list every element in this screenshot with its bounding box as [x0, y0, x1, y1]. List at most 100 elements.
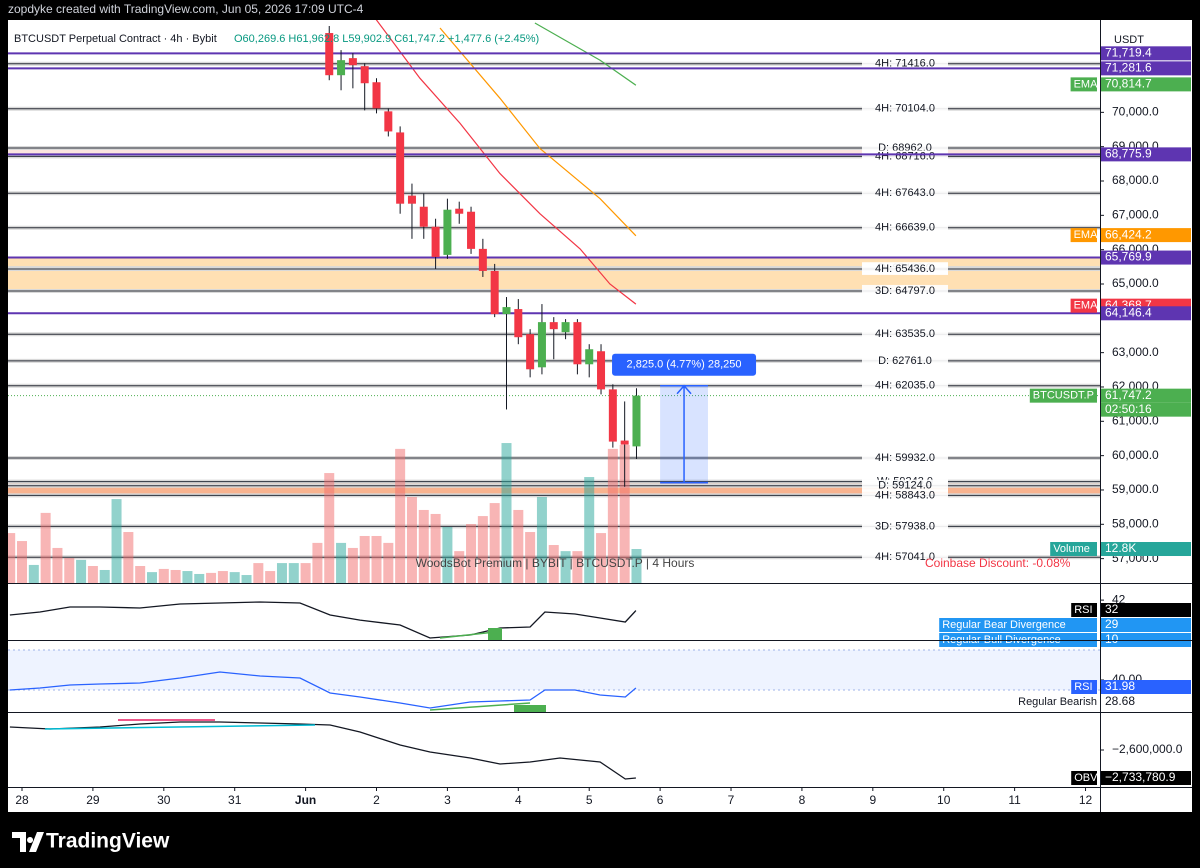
volume-bar — [619, 444, 630, 583]
candle-body — [337, 60, 346, 76]
level-label-box — [862, 354, 948, 367]
price-badge-sub-label: 02:50:16 — [1105, 402, 1152, 416]
y-tick-label: 65,000.0 — [1112, 276, 1159, 290]
price-badge-tag — [1050, 542, 1097, 557]
level-label: 4H: 68716.0 — [875, 150, 935, 162]
level-label: 4H: 65436.0 — [875, 263, 935, 275]
y-tick-label: 58,000.0 — [1112, 516, 1159, 530]
volume-bar — [76, 559, 87, 583]
level-label-box — [862, 221, 948, 234]
candle-body — [360, 66, 369, 84]
divergence-line — [439, 631, 496, 639]
candle-body — [597, 351, 606, 390]
candle-body — [419, 206, 428, 227]
chart-title: BTCUSDT Perpetual Contract · 4h · Bybit — [14, 33, 217, 45]
indicator-note-label: 28.68 — [1105, 694, 1135, 708]
indicator-badge-tag-label: Regular Bull Divergence — [942, 634, 1061, 646]
indicator-badge-label: 31.98 — [1105, 679, 1135, 693]
y-tick-label: 42 — [1112, 592, 1126, 606]
rsi-band — [8, 650, 1100, 690]
volume-bar — [454, 551, 465, 583]
x-tick-label: 12 — [1079, 793, 1093, 807]
y-tick-label: 68,000.0 — [1112, 173, 1159, 187]
level-label: 4H: 62035.0 — [875, 380, 935, 392]
candle-body — [514, 309, 523, 338]
price-badge-tag — [1029, 388, 1097, 403]
volume-bar — [288, 563, 299, 583]
candle-body — [467, 211, 476, 249]
price-badge-label: 61,747.2 — [1105, 388, 1152, 402]
level-label: 4H: 71416.0 — [875, 58, 935, 70]
level-label: D: 59124.0 — [878, 480, 932, 492]
level-label: 4H: 66639.0 — [875, 222, 935, 234]
x-tick-label: 11 — [1008, 793, 1021, 807]
indicator-badge-tag — [1071, 770, 1097, 785]
x-tick-label: 4 — [515, 793, 522, 807]
price-badge-tag-label: EMA — [1074, 229, 1099, 241]
divergence-tag — [514, 705, 546, 712]
currency: USDT — [1114, 34, 1144, 46]
candle-body — [455, 208, 464, 214]
price-badge-tag-label: EMA — [1074, 78, 1099, 90]
volume-bar — [217, 571, 228, 583]
candle-body — [348, 58, 357, 66]
volume-bar — [572, 551, 583, 583]
y-tick-label: 63,000.0 — [1112, 345, 1159, 359]
indicator-badge-tag-label: RSI — [1074, 604, 1092, 616]
volume-bar — [206, 572, 217, 583]
volume-bar — [182, 571, 193, 583]
volume-bar — [442, 526, 453, 583]
volume-bar — [265, 571, 276, 583]
x-tick-label: 31 — [228, 793, 242, 807]
candle-body — [443, 209, 452, 255]
volume-bar — [40, 512, 51, 583]
price-badge-tag-label: EMA — [1074, 300, 1099, 312]
x-tick-label: 30 — [157, 793, 171, 807]
measure-label-box — [612, 353, 757, 376]
volume-bar — [135, 566, 146, 583]
indicator-pane — [9, 719, 636, 780]
candle-body — [573, 322, 582, 365]
price-badge-tag-label: BTCUSDT.P — [1033, 390, 1094, 402]
level-label-box — [862, 284, 948, 297]
price-badge-sub — [1101, 402, 1191, 417]
level-label: D: 62761.0 — [878, 355, 932, 367]
volume-bar — [347, 547, 358, 583]
indicator-badge — [1101, 603, 1191, 617]
price-badge-label: 64,146.4 — [1105, 305, 1152, 319]
candle-body — [585, 349, 594, 365]
indicator-pane — [9, 601, 637, 640]
divergence-tag — [488, 628, 502, 640]
x-tick-label: Jun — [295, 793, 316, 807]
volume-bar — [513, 509, 524, 583]
level-label-box — [862, 489, 948, 502]
price-badge — [1101, 250, 1191, 265]
candle-body — [431, 226, 440, 257]
price-badge-tag-label: Volume — [1053, 543, 1090, 555]
price-badge-label: 66,424.2 — [1105, 227, 1152, 241]
indicator-badge-label: −2,733,780.9 — [1105, 770, 1176, 784]
price-badge — [1101, 77, 1191, 92]
candle-body — [632, 395, 641, 447]
candle-body — [526, 334, 535, 370]
level-label: 4H: 63535.0 — [875, 328, 935, 340]
price-badge-tag — [1070, 77, 1097, 92]
level-label: 4H: 70104.0 — [875, 103, 935, 115]
x-tick-label: 9 — [869, 793, 876, 807]
level-label: 3D: 57938.0 — [875, 520, 935, 532]
candle-body — [396, 132, 405, 204]
header: zopdyke created with TradingView.com, Ju… — [8, 2, 364, 16]
x-tick-label: 29 — [86, 793, 100, 807]
level-label-box — [862, 102, 948, 115]
level-label-box — [862, 328, 948, 341]
volume-bar — [64, 558, 75, 583]
indicator-badge-tag — [1071, 603, 1097, 617]
price-badge-tag — [1070, 298, 1097, 313]
price-badge — [1101, 388, 1191, 403]
indicator-line — [9, 671, 637, 709]
candle-body — [384, 111, 393, 132]
volume-bar — [324, 473, 335, 583]
x-tick-label: 6 — [657, 793, 664, 807]
price-badge-label: 70,814.7 — [1105, 77, 1152, 91]
indicator-badge-tag-label: RSI — [1074, 681, 1092, 693]
